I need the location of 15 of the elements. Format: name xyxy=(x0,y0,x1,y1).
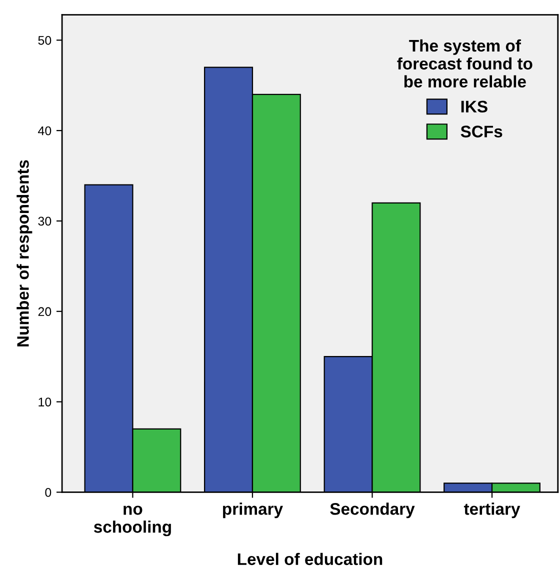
legend-title: The system of forecast found to be more relable xyxy=(397,39,532,88)
x-tick-label: primary xyxy=(223,502,283,518)
y-tick-label: 0 xyxy=(45,488,52,497)
y-tick-label: 40 xyxy=(38,126,52,136)
y-tick-label: 30 xyxy=(38,216,52,226)
legend-label: SCFs xyxy=(460,126,502,138)
x-tick-label: no schooling xyxy=(94,506,171,536)
y-axis-title: Number of respondents xyxy=(16,160,32,346)
x-tick-label: Secondary xyxy=(330,502,415,518)
y-tick-label: 50 xyxy=(38,36,52,45)
y-tick-label: 20 xyxy=(38,307,52,316)
legend-label: IKS xyxy=(461,100,488,112)
x-axis-title: Level of education xyxy=(238,552,382,566)
x-tick-label: tertiary xyxy=(464,502,520,518)
y-tick-label: 10 xyxy=(38,398,52,406)
